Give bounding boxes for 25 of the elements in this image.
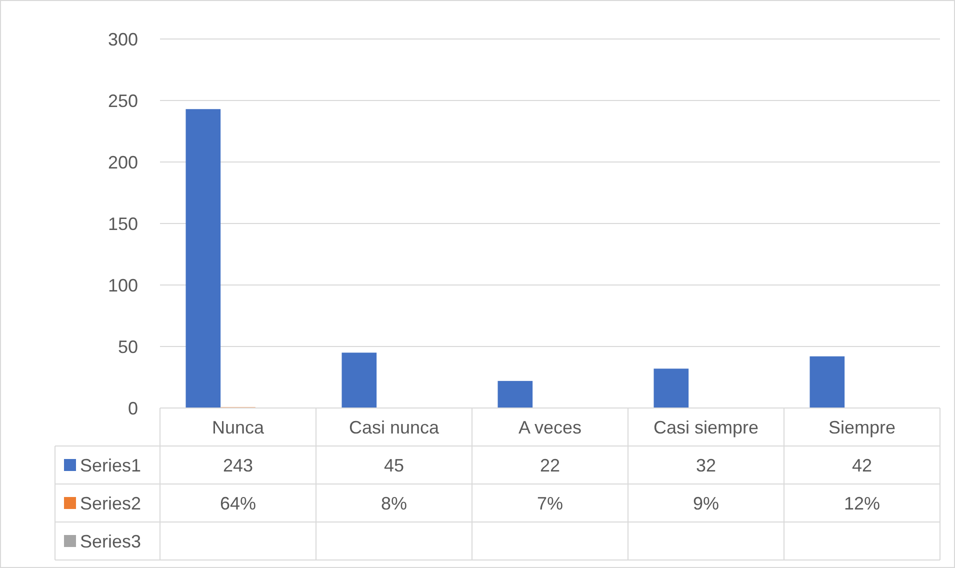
data-label: 32 (696, 455, 716, 476)
data-label: 64% (220, 493, 256, 514)
y-tick-label: 200 (108, 152, 138, 172)
data-label: 7% (536, 493, 564, 514)
data-label: 42 (852, 455, 872, 476)
data-label: 243 (222, 455, 254, 476)
legend-label: Series1 (80, 455, 142, 476)
x-tick-label: Casi siempre (653, 417, 759, 438)
y-tick-label: 300 (108, 29, 138, 50)
x-tick-label: Nunca (212, 417, 266, 438)
y-tick-label: 250 (108, 90, 138, 111)
data-label: 9% (692, 493, 720, 514)
data-label: 12% (844, 493, 880, 514)
legend-label: Series2 (80, 493, 142, 514)
y-tick-label: 50 (118, 336, 138, 357)
y-tick-label: 150 (108, 214, 138, 234)
x-tick-label: A veces (518, 417, 582, 438)
data-label: 8% (380, 493, 408, 514)
y-tick-label: 0 (128, 398, 138, 418)
data-label: 45 (384, 455, 404, 476)
x-tick-label: Siempre (828, 417, 896, 438)
legend-label: Series3 (80, 531, 142, 552)
data-label: 22 (540, 455, 560, 476)
x-tick-label: Casi nunca (348, 417, 440, 438)
y-tick-label: 100 (108, 275, 138, 296)
